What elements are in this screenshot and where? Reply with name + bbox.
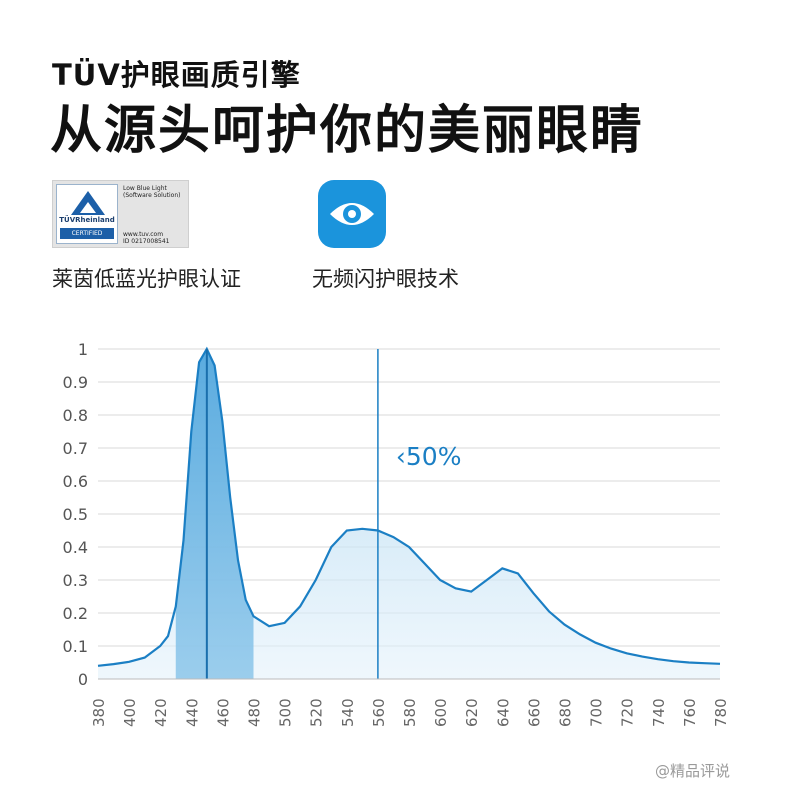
x-tick-label: 620 (463, 698, 481, 727)
y-tick-label: 0.3 (63, 571, 88, 590)
y-tick-label: 0.9 (63, 373, 88, 392)
spectrum-chart: 0 0.1 0.2 0.3 0.4 0.5 0.6 0.7 0.8 0.9 1 ‹50% 380 400 4… (63, 340, 730, 727)
x-tick-label: 780 (712, 698, 730, 727)
y-tick-label: 0.6 (63, 472, 88, 491)
x-tick-label: 520 (308, 698, 326, 727)
feature-label-flicker: 无频闪护眼技术 (312, 267, 459, 291)
tuv-badge: TÜVRheinland CERTIFIED Low Blue Light (S… (52, 180, 189, 248)
page-title: 从源头呵护你的美丽眼睛 (50, 101, 645, 161)
y-tick-label: 0.7 (63, 439, 88, 458)
x-tick-label: 480 (246, 698, 264, 727)
tuv-certified: CERTIFIED (60, 228, 114, 239)
x-tick-label: 700 (588, 698, 606, 727)
x-tick-label: 420 (152, 698, 170, 727)
y-tick-label: 0.2 (63, 604, 88, 623)
x-tick-label: 760 (681, 698, 699, 727)
y-tick-label: 0.8 (63, 406, 88, 425)
y-tick-label: 0.5 (63, 505, 88, 524)
x-tick-label: 660 (525, 698, 543, 727)
x-tick-label: 680 (557, 698, 575, 727)
x-tick-label: 640 (494, 698, 512, 727)
y-tick-label: 0.1 (63, 637, 88, 656)
x-tick-label: 500 (277, 698, 295, 727)
eye-icon (318, 180, 386, 248)
y-tick-label: 0.4 (63, 538, 88, 557)
x-tick-label: 600 (432, 698, 450, 727)
badge-url: www.tuv.com (123, 231, 164, 238)
tuv-logo: TÜVRheinland CERTIFIED (56, 184, 118, 244)
series-line (97, 346, 721, 667)
watermark: @精品评说 (655, 762, 731, 780)
badge-id: ID 0217008541 (123, 238, 170, 245)
tuv-brand: TÜVRheinland (59, 216, 115, 224)
x-tick-label: 440 (183, 698, 201, 727)
x-tick-label: 540 (339, 698, 357, 727)
x-tick-label: 400 (121, 698, 139, 727)
x-tick-label: 380 (90, 698, 108, 727)
y-tick-label: 1 (78, 340, 88, 359)
x-tick-label: 720 (619, 698, 637, 727)
x-tick-label: 560 (370, 698, 388, 727)
y-tick-label: 0 (78, 670, 88, 689)
x-tick-label: 460 (214, 698, 232, 727)
x-tick-label: 740 (650, 698, 668, 727)
blue-light-band (175, 349, 254, 679)
x-tick-label: 580 (401, 698, 419, 727)
subtitle: TÜV护眼画质引擎 (52, 58, 301, 92)
badge-text: Low Blue Light (Software Solution) (123, 185, 181, 199)
feature-label-lowblue: 莱茵低蓝光护眼认证 (52, 267, 241, 291)
marker-label: ‹50% (396, 442, 462, 471)
